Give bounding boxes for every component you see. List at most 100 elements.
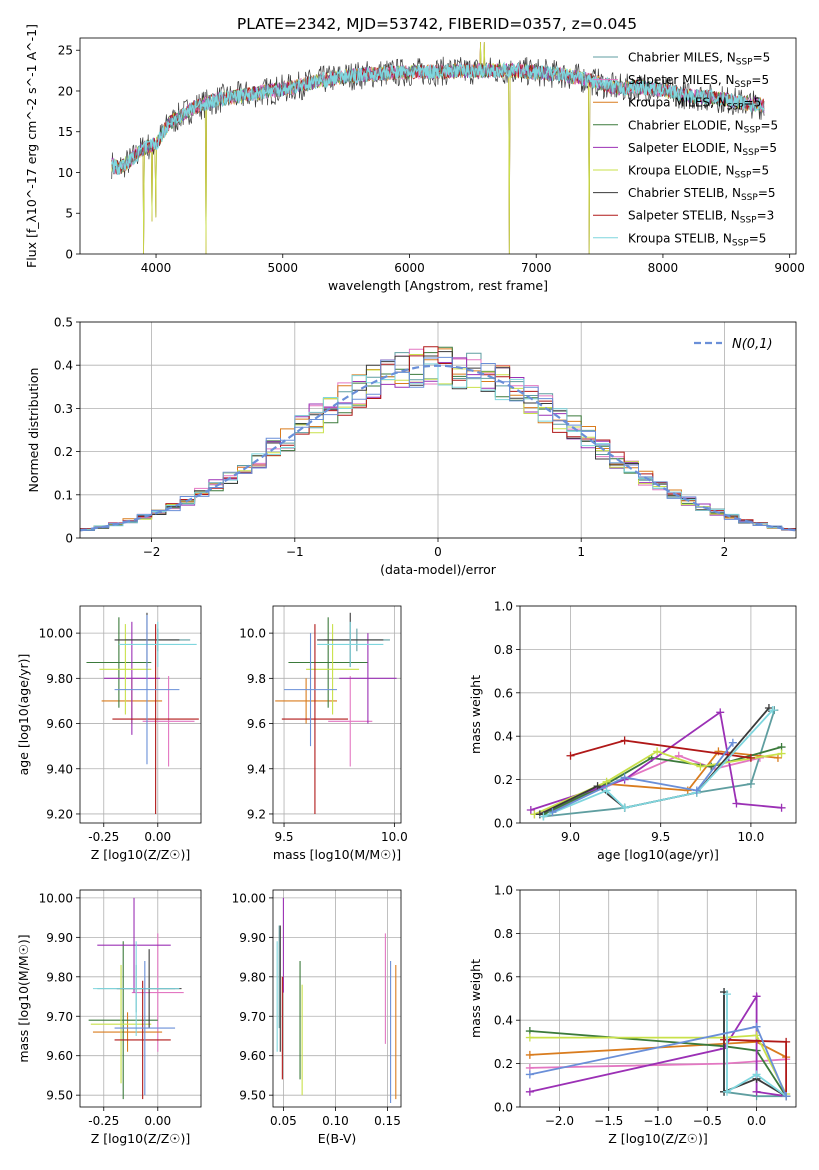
y-tick-label: 9.40 xyxy=(46,762,73,776)
y-axis-label: mass [log10(M/M☉)] xyxy=(16,934,31,1062)
x-tick-label: 0.10 xyxy=(322,1114,349,1128)
y-tick-label: 0.0 xyxy=(494,1101,513,1115)
x-axis-label: Z [log10(Z/Z☉)] xyxy=(91,1131,191,1146)
y-tick-label: 0.8 xyxy=(494,643,513,657)
histogram-step xyxy=(80,356,796,531)
y-tick-label: 0.0 xyxy=(494,817,513,831)
x-tick-label: −1.0 xyxy=(643,1114,672,1128)
legend-label: Chabrier STELIB, NSSP=5 xyxy=(628,186,776,203)
plus-marker xyxy=(620,773,629,782)
x-axis-label: Z [log10(Z/Z☉)] xyxy=(91,847,191,862)
x-tick-label: −2.0 xyxy=(545,1114,574,1128)
x-tick-label: 9.0 xyxy=(561,830,580,844)
plus-marker xyxy=(752,1070,761,1079)
x-axis-label: Z [log10(Z/Z☉)] xyxy=(608,1131,708,1146)
plus-marker xyxy=(653,747,662,756)
x-tick-label: −1 xyxy=(286,545,304,559)
x-tick-label: 0.00 xyxy=(144,830,171,844)
y-tick-label: 9.90 xyxy=(239,931,266,945)
plus-marker xyxy=(620,736,629,745)
x-axis-label: (data-model)/error xyxy=(380,562,497,577)
y-tick-label: 0.2 xyxy=(494,773,513,787)
axes-frame xyxy=(79,605,202,824)
y-tick-label: 0 xyxy=(65,248,73,262)
y-tick-label: 9.4 xyxy=(247,762,266,776)
plot-area xyxy=(80,346,796,532)
plus-marker xyxy=(746,753,755,762)
plus-marker xyxy=(752,1022,761,1031)
y-tick-label: 0.3 xyxy=(54,402,73,416)
y-axis-label: mass weight xyxy=(468,959,483,1038)
x-tick-label: 9000 xyxy=(774,261,805,275)
y-tick-label: 0.5 xyxy=(54,316,73,330)
y-tick-label: 9.80 xyxy=(46,970,73,984)
axes-frame xyxy=(519,889,797,1108)
plus-marker xyxy=(525,1070,534,1079)
plus-marker xyxy=(773,753,782,762)
legend-subscript: SSP xyxy=(727,103,744,113)
x-tick-label: 7000 xyxy=(521,261,552,275)
y-tick-label: 9.20 xyxy=(46,807,73,821)
y-tick-label: 1.0 xyxy=(494,884,513,898)
legend-label: Chabrier MILES, NSSP=5 xyxy=(628,51,770,68)
y-tick-label: 20 xyxy=(58,84,73,98)
plot-area xyxy=(275,612,397,814)
y-axis-label: Normed distribution xyxy=(26,368,41,493)
plus-marker xyxy=(539,812,548,821)
x-tick-label: 9.5 xyxy=(651,830,670,844)
legend-nssp: =5 xyxy=(751,164,769,178)
legend-subscript: SSP xyxy=(735,80,752,90)
legend-label: Salpeter MILES, NSSP=5 xyxy=(628,73,769,90)
x-tick-label: 10.0 xyxy=(381,830,408,844)
plus-marker xyxy=(683,786,692,795)
plus-marker xyxy=(602,786,611,795)
plus-marker xyxy=(723,990,731,999)
spectrum-line xyxy=(111,42,765,254)
x-tick-label: 0.05 xyxy=(270,1114,297,1128)
legend-subscript: SSP xyxy=(742,148,759,158)
plus-marker xyxy=(723,1087,731,1096)
plus-marker xyxy=(752,1087,761,1096)
y-tick-label: 10 xyxy=(58,166,73,180)
x-tick-label: 1 xyxy=(577,545,585,559)
y-tick-label: 0.6 xyxy=(494,970,513,984)
y-tick-label: 9.50 xyxy=(239,1089,266,1103)
x-tick-label: −0.5 xyxy=(693,1114,722,1128)
x-tick-label: 9.5 xyxy=(274,830,293,844)
y-tick-label: 9.80 xyxy=(46,672,73,686)
y-tick-label: 9.6 xyxy=(247,717,266,731)
x-tick-label: 0 xyxy=(434,545,442,559)
legend-label: Chabrier ELODIE, NSSP=5 xyxy=(628,118,778,135)
panel-massweight-vs-Z: −2.0 −1.5 −1.0 −0.5 0.0 0.0 0.2 0.4 0.6 0.8 1.0 Z [… xyxy=(468,884,797,1146)
mass-weight-line xyxy=(529,1034,787,1095)
grid xyxy=(273,606,401,823)
grid xyxy=(80,890,201,1107)
panel-spectrum: 4000 5000 6000 7000 8000 9000 0 5 10 15 20 25 wavele… xyxy=(24,24,805,293)
spectrum-line xyxy=(111,61,765,176)
y-tick-label: 10.00 xyxy=(39,627,73,641)
x-tick-label: 8000 xyxy=(648,261,679,275)
plus-marker xyxy=(548,808,557,817)
axes-frame xyxy=(519,605,797,824)
x-tick-label: 2 xyxy=(721,545,729,559)
y-axis-label: age [log10(age/yr)] xyxy=(16,654,31,776)
axes-frame xyxy=(79,889,202,1108)
plot-area xyxy=(276,897,397,1104)
legend-label: Kroupa STELIB, NSSP=5 xyxy=(628,231,766,248)
x-axis-label: mass [log10(M/M☉)] xyxy=(273,847,401,862)
plus-marker xyxy=(782,1092,791,1101)
x-tick-label: 0.0 xyxy=(747,1114,766,1128)
figure-title: PLATE=2342, MJD=53742, FIBERID=0357, z=0… xyxy=(237,15,637,33)
plus-marker xyxy=(593,782,602,791)
y-tick-label: 15 xyxy=(58,125,73,139)
y-tick-label: 9.80 xyxy=(239,970,266,984)
y-tick-label: 9.60 xyxy=(46,1049,73,1063)
panel-residuals: −2 −1 0 1 2 0 0.1 0.2 0.3 0.4 0.5 (data-model)/erro… xyxy=(26,316,797,577)
panel-age-vs-Z: -0.25 0.00 9.20 9.40 9.60 9.80 10.00 Z [log10(Z… xyxy=(16,605,202,862)
x-tick-label: -0.25 xyxy=(88,830,119,844)
y-tick-label: 0.1 xyxy=(54,488,73,502)
panel-age-vs-mass: 9.5 10.0 9.2 9.4 9.6 9.8 10.0 mass [log10(M/M☉)… xyxy=(239,605,408,862)
y-tick-label: 10.00 xyxy=(39,891,73,905)
plus-marker xyxy=(602,777,611,786)
y-tick-label: 1.0 xyxy=(494,600,513,614)
